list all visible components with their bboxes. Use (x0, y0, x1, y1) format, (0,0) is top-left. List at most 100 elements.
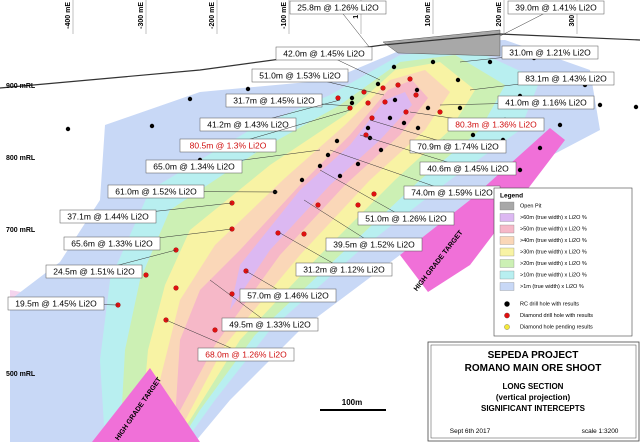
diamond-drill-hole (143, 272, 149, 278)
leader-line (329, 149, 453, 193)
rc-drill-hole (517, 167, 523, 173)
legend-label: Open Pit (520, 203, 542, 209)
legend-swatch (499, 282, 515, 291)
elevation-label: 800 mRL (6, 155, 36, 162)
easting-label: -100 mE (281, 2, 288, 29)
title-block (427, 341, 640, 442)
easting-label: -300 mE (138, 2, 145, 29)
intercept-box (507, 0, 605, 15)
rc-drill-hole (392, 97, 398, 103)
intercept-box (251, 68, 349, 83)
legend-label: >20m (true width) x Li2O % (520, 261, 587, 267)
shoot-title: ROMANO MAIN ORE SHOOT (465, 363, 602, 374)
intercept-box (517, 71, 615, 86)
intercept-box (179, 138, 277, 153)
legend-label: >60m (true width) x Li2O % (520, 215, 587, 221)
intercept-label: 49.5m @ 1.33% Li2O (229, 319, 311, 329)
elevation-label: 700 mRL (6, 227, 36, 234)
legend-swatch (499, 213, 515, 222)
project-title: SEPEDA PROJECT (488, 350, 579, 361)
diamond-drill-hole (395, 82, 401, 88)
legend-label: RC drill hole with results (520, 301, 579, 307)
rc-drill-hole (415, 125, 421, 131)
leader-line (303, 199, 375, 245)
leader-line (209, 279, 271, 325)
intercept-box (357, 211, 455, 226)
rc-drill-hole (299, 177, 305, 183)
intercept-label: 42.0m @ 1.45% Li2O (283, 48, 365, 58)
intercept-box (501, 45, 599, 60)
diamond-drill-hole (335, 95, 341, 101)
diamond-drill-hole (173, 285, 179, 291)
diamond-drill-hole (229, 291, 235, 297)
projection: (vertical projection) (496, 393, 571, 402)
legend-swatch (504, 312, 510, 319)
intercept-box (107, 184, 205, 199)
intercept-box (221, 317, 319, 332)
rc-drill-hole (414, 87, 420, 93)
diamond-drill-hole (369, 115, 375, 121)
topography (0, 33, 640, 89)
target-zone (400, 128, 565, 292)
rc-drill-hole (355, 161, 361, 167)
intercept-label: 31.7m @ 1.45% Li2O (233, 95, 315, 105)
intercept-label: 80.3m @ 1.36% Li2O (455, 119, 537, 129)
date: Sept 6th 2017 (450, 428, 491, 435)
diamond-drill-hole (365, 100, 371, 106)
diamond-drill-hole (371, 191, 377, 197)
rc-drill-hole (457, 105, 463, 111)
intercept-box (295, 262, 393, 277)
intercept-label: 37.1m @ 1.44% Li2O (67, 211, 149, 221)
legend-label: Diamond hole pending results (520, 324, 593, 330)
legend-label: >40m (true width) x Li2O % (520, 238, 587, 244)
diamond-drill-hole (355, 202, 361, 208)
rc-drill-hole (425, 105, 431, 111)
intercept-label: 25.8m @ 1.26% Li2O (297, 2, 379, 12)
easting-label: 100 mE (425, 2, 432, 27)
elevation-label: 500 mRL (6, 371, 36, 378)
intercept-box (59, 209, 157, 224)
diamond-drill-hole (347, 105, 353, 111)
legend-swatch (499, 236, 515, 245)
intercept-label: 39.0m @ 1.41% Li2O (515, 2, 597, 12)
legend-label: Diamond drill hole with results (520, 313, 593, 319)
intercept-label: 61.0m @ 1.52% Li2O (115, 186, 197, 196)
easting-label: -400 mE (65, 2, 72, 29)
rc-drill-hole (375, 81, 381, 87)
diamond-drill-hole (407, 76, 413, 82)
legend-swatch (499, 201, 515, 211)
intercept-label: 24.5m @ 1.51% Li2O (53, 266, 135, 276)
rc-drill-hole (401, 120, 407, 126)
intercept-label: 51.0m @ 1.53% Li2O (259, 70, 341, 80)
intercept-box (325, 237, 423, 252)
intercept-label: 74.0m @ 1.59% Li2O (411, 187, 493, 197)
target-zone (92, 368, 200, 442)
zone-50m (175, 80, 428, 420)
intercept-box (225, 93, 323, 108)
legend-swatch (499, 259, 515, 268)
legend-title: Legend (500, 193, 523, 200)
intercept-label: 41.0m @ 1.16% Li2O (505, 97, 587, 107)
diamond-drill-hole (403, 109, 409, 115)
rc-drill-hole (349, 100, 355, 106)
zone-60m (230, 92, 412, 310)
legend-swatch (499, 224, 515, 234)
intercept-box (419, 161, 517, 176)
intercept-label: 39.5m @ 1.52% Li2O (333, 239, 415, 249)
diamond-drill-hole (437, 109, 443, 115)
intercept-box (145, 159, 243, 174)
legend-label: >10m (true width) x Li2O % (520, 272, 587, 278)
rc-drill-hole (537, 145, 543, 151)
legend-label: >50m (true width) x Li2O % (520, 226, 587, 232)
section-title: LONG SECTION (503, 382, 564, 391)
rc-drill-hole (470, 132, 476, 138)
diamond-drill-hole (275, 230, 281, 236)
intercept-box (447, 117, 545, 132)
intercept-label: 57.0m @ 1.46% Li2O (247, 290, 329, 300)
legend-swatch (504, 324, 510, 330)
rc-drill-hole (487, 59, 493, 65)
intercept-label: 31.0m @ 1.21% Li2O (509, 47, 591, 57)
diamond-drill-hole (413, 92, 419, 98)
intercept-label: 83.1m @ 1.43% Li2O (525, 73, 607, 83)
